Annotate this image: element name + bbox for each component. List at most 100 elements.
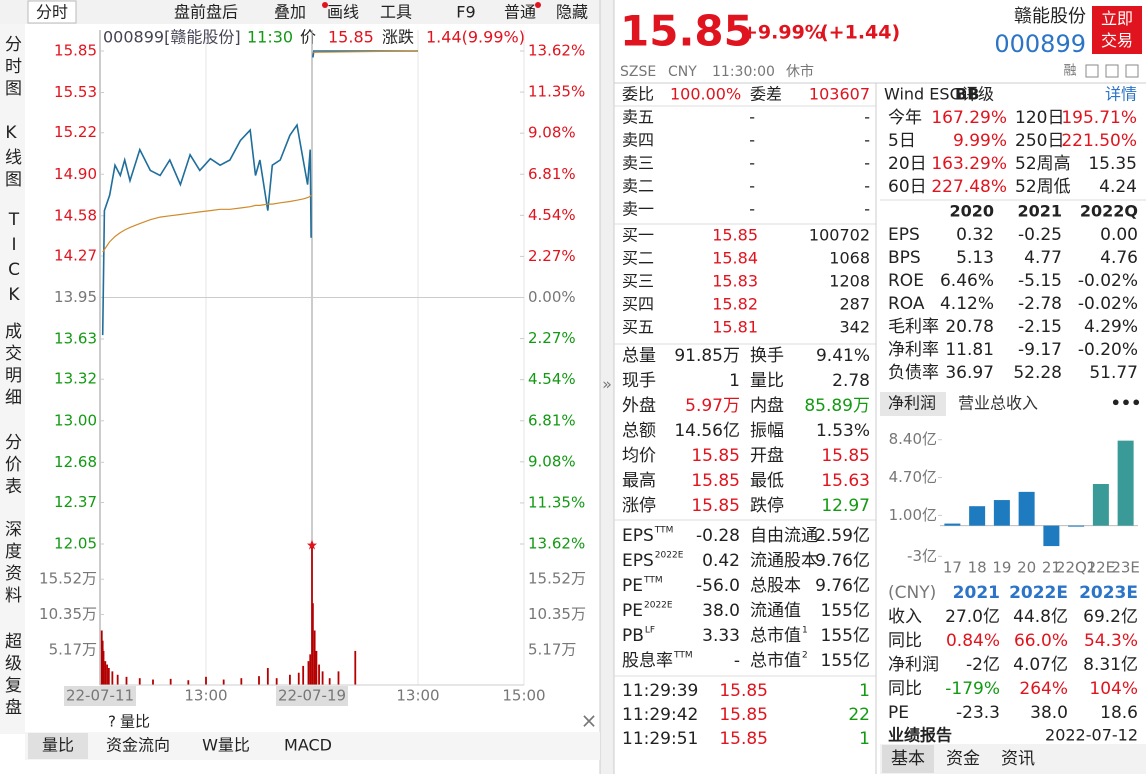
trade-time: 11:29:51 (622, 729, 698, 749)
trade-volume: 1 (859, 681, 870, 701)
bid-label: 买二 (622, 249, 654, 268)
valuation-value: 155亿 (821, 601, 870, 621)
y2-tick-label: 4.54% (528, 370, 576, 388)
trade-price: 15.85 (719, 681, 768, 701)
fin-value: 52.28 (1013, 363, 1062, 383)
toolbar-tab[interactable]: 分时 (36, 3, 68, 22)
side-tab[interactable]: K线图 (1, 123, 21, 192)
volume-bar (125, 676, 128, 685)
side-tab[interactable]: 分价表 (1, 433, 21, 499)
close-button[interactable]: × (581, 709, 598, 733)
stat-label: 最低 (750, 471, 784, 491)
price-label: 价 (300, 28, 316, 47)
ratio-value: 100.00% (670, 85, 741, 104)
date-label-bg (64, 686, 136, 706)
toolbar-button[interactable]: 普通 (504, 3, 536, 22)
indicator-tab[interactable]: 量比 (42, 736, 74, 755)
side-tab[interactable]: 深度资料 (1, 520, 21, 608)
stat-label: 最高 (622, 471, 656, 491)
toolbar-button[interactable]: 工具 (380, 3, 412, 22)
y-tick-label: 14.27 (54, 246, 97, 264)
esg-detail[interactable]: 详情 (1105, 85, 1137, 104)
valuation-value: 0.42 (702, 551, 740, 571)
fin-value: 20.78 (945, 317, 994, 337)
trade-button[interactable]: 立即交易 (1092, 6, 1142, 54)
toolbar-button[interactable]: 叠加 (274, 3, 306, 22)
profit-tab[interactable]: 营业总收入 (958, 394, 1038, 413)
forecast-value: 66.0% (1014, 631, 1068, 651)
date-label-bg (276, 686, 348, 706)
side-tab[interactable]: 成交明细 (1, 322, 21, 410)
indicator-tab[interactable]: 资金流向 (106, 736, 170, 755)
ask-price: - (749, 200, 755, 219)
quote-price: 15.85 (620, 7, 753, 56)
bottom-tab[interactable]: 基本 (891, 749, 925, 769)
fin-label: BPS (888, 248, 921, 268)
fin-value: -2.78 (1018, 294, 1062, 314)
expand-button[interactable]: » (602, 375, 612, 394)
volume-bar (315, 650, 318, 685)
stat-label: 现手 (622, 371, 656, 391)
toolbar-button[interactable]: 盘前盘后 (174, 3, 238, 22)
indicator-tab[interactable]: MACD (284, 736, 332, 755)
stat-label: 外盘 (622, 396, 656, 416)
toolbar-button[interactable]: 隐藏 (556, 3, 588, 22)
toolbar-bg (0, 0, 600, 24)
side-tab[interactable]: 超级复盘 (1, 632, 21, 720)
peak-star (307, 539, 317, 550)
side-tab[interactable]: 分时图 (1, 35, 21, 101)
side-tab[interactable]: TICK (4, 210, 24, 310)
chart-time: 11:30 (247, 28, 293, 47)
return-label: 52周高 (1015, 154, 1071, 174)
return-label: 120日 (1015, 108, 1064, 128)
toolbar-button[interactable]: F9 (456, 3, 475, 22)
esg-rating: BB (955, 85, 979, 104)
ask-label: 卖三 (622, 154, 654, 173)
valuation-value: 155亿 (821, 626, 870, 646)
forecast-value: 54.3% (1084, 631, 1138, 651)
volume-bar (302, 665, 305, 685)
y-tick-label: 14.90 (54, 165, 97, 183)
currency: CNY (668, 64, 697, 80)
more-button[interactable]: ••• (1111, 394, 1142, 413)
diff-value: 103607 (809, 85, 870, 104)
fin-value: 0.32 (956, 225, 994, 245)
stat-label: 量比 (750, 371, 784, 391)
profit-category: 17 (943, 559, 962, 577)
y-tick-label: 12.05 (54, 535, 97, 553)
volume-tick-label: 15.52万 (39, 570, 97, 588)
valuation-label: 股息率 (622, 651, 673, 671)
tab-active (27, 0, 77, 24)
fin-value: 51.77 (1089, 363, 1138, 383)
valuation-value: 3.33 (702, 626, 740, 646)
bottom-tab[interactable]: 资金 (946, 749, 980, 769)
volume-bar (275, 678, 278, 685)
volume-bar (222, 679, 225, 685)
bid-price: 15.82 (712, 295, 758, 314)
indicator-tab[interactable]: W量比 (202, 736, 250, 755)
stat-label: 开盘 (750, 446, 784, 466)
volume-bar (116, 674, 119, 685)
y-tick-label: 13.32 (54, 370, 97, 388)
fin-label: ROA (888, 294, 925, 314)
fin-value: -9.17 (1018, 340, 1062, 360)
forecast-value: 8.31亿 (1083, 655, 1138, 675)
bottom-tab[interactable]: 资讯 (1001, 749, 1035, 769)
valuation-label: 流通值 (750, 601, 801, 621)
y2-tick-label: 2.27% (528, 247, 576, 265)
trade-volume: 22 (848, 705, 870, 725)
change-label: 涨跌 (382, 28, 414, 47)
ask-volume: - (864, 200, 870, 219)
volume-bar (102, 650, 105, 685)
profit-tab[interactable]: 净利润 (888, 394, 936, 413)
bid-volume: 342 (839, 318, 870, 337)
stat-label: 总额 (622, 421, 656, 441)
profit-category: 18 (968, 559, 987, 577)
price-line (102, 50, 419, 253)
toolbar-button[interactable]: 画线 (327, 3, 359, 22)
return-label: 52周低 (1015, 177, 1071, 197)
valuation-value: -56.0 (696, 576, 740, 596)
x-tick-label: 22-07-19 (278, 687, 346, 705)
ask-price: - (749, 177, 755, 196)
